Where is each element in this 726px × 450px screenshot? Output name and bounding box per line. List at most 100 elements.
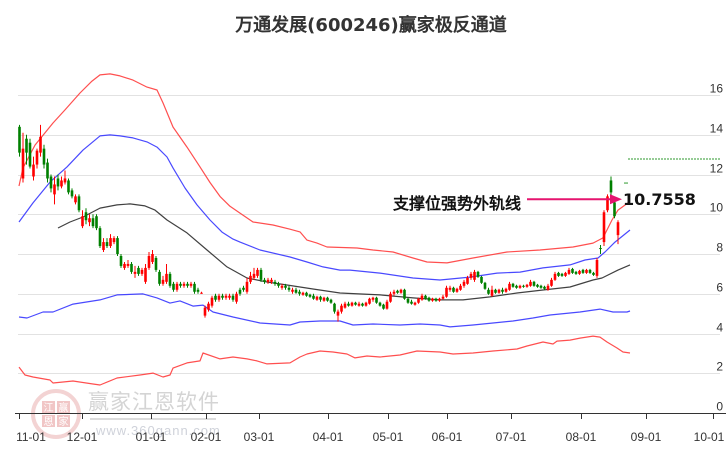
- candle-up: [431, 297, 434, 302]
- candle-body: [462, 281, 466, 286]
- candle-body: [21, 148, 25, 179]
- candle-down: [406, 297, 410, 304]
- y-tick-label: 10: [710, 201, 724, 215]
- candle-up: [53, 176, 56, 205]
- candle-body: [431, 298, 434, 301]
- candle-down: [382, 303, 385, 310]
- candle-body: [186, 283, 189, 286]
- candle-body: [361, 303, 364, 306]
- candle-body: [165, 273, 168, 282]
- candle-down: [539, 284, 543, 289]
- candle-body: [357, 303, 361, 306]
- candle-body: [301, 292, 305, 295]
- candle-body: [154, 257, 158, 270]
- candle-down: [287, 285, 291, 292]
- candle-body: [221, 295, 224, 298]
- candle-down: [452, 286, 455, 293]
- candle-body: [42, 148, 46, 165]
- candle-down: [70, 188, 74, 199]
- candle-down: [95, 214, 98, 231]
- candle-body: [340, 305, 343, 312]
- candle-body: [231, 295, 235, 300]
- candle-down: [319, 295, 322, 302]
- candle-body: [95, 216, 98, 229]
- outer-upper-band-line: [18, 73, 629, 264]
- candle-up: [385, 299, 389, 310]
- x-tick-label: 12-01: [67, 430, 98, 444]
- candle-up: [175, 281, 179, 292]
- candle-body: [70, 190, 74, 197]
- candle-body: [322, 297, 326, 301]
- candle-body: [578, 270, 581, 274]
- candle-body: [599, 248, 602, 250]
- candle-body: [235, 293, 238, 302]
- candle-body: [123, 263, 126, 268]
- candle-down: [263, 277, 266, 284]
- candle-body: [522, 285, 525, 287]
- candle-down: [193, 281, 196, 294]
- candle-body: [81, 216, 84, 227]
- candle-body: [249, 275, 252, 282]
- candle-body: [161, 279, 165, 284]
- candle-body: [256, 269, 259, 276]
- x-tick-label: 01-01: [136, 430, 167, 444]
- candle-body: [403, 289, 406, 299]
- candle-down: [277, 281, 280, 288]
- candle-up: [151, 250, 154, 264]
- watermark-divider: [90, 418, 216, 420]
- candle-body: [574, 271, 578, 274]
- candle-down: [221, 293, 224, 300]
- candle-body: [224, 295, 228, 298]
- candle-up: [553, 271, 557, 281]
- candle-body: [319, 296, 322, 300]
- candle-body: [39, 136, 42, 153]
- candle-down: [501, 287, 504, 294]
- candle-up: [207, 301, 210, 312]
- candle-down: [599, 245, 602, 254]
- candle-down: [172, 281, 175, 292]
- candle-up: [564, 271, 567, 277]
- candle-down: [77, 194, 81, 213]
- candle-body: [280, 285, 284, 288]
- candle-down: [298, 289, 301, 296]
- candle-up: [249, 271, 252, 284]
- candle-body: [529, 281, 532, 286]
- candle-body: [287, 287, 291, 290]
- candle-body: [133, 271, 137, 274]
- candle-down: [571, 267, 574, 274]
- candle-body: [350, 302, 354, 306]
- candle-up: [315, 295, 319, 301]
- candle-down: [168, 271, 172, 288]
- candle-body: [140, 269, 144, 274]
- annotation-value: 10.7558: [623, 190, 696, 209]
- x-tick-label: 10-01: [694, 430, 725, 444]
- y-tick-label: 2: [716, 360, 723, 374]
- outer-lower-band-line: [18, 335, 631, 386]
- candle-body: [448, 287, 452, 290]
- candle-body: [490, 289, 494, 296]
- candle-body: [571, 268, 574, 273]
- candle-body: [413, 302, 417, 305]
- candle-down: [214, 293, 217, 302]
- candle-up: [368, 297, 371, 305]
- candle-body: [445, 287, 448, 297]
- candle-body: [200, 292, 203, 294]
- candle-down: [378, 301, 382, 307]
- candle-up: [144, 263, 147, 284]
- candle-down: [427, 296, 431, 302]
- y-tick-label: 4: [716, 321, 723, 335]
- candle-body: [427, 297, 431, 301]
- candle-down: [581, 268, 585, 274]
- candle-down: [154, 255, 158, 272]
- candle-body: [326, 297, 329, 301]
- candle-body: [112, 238, 116, 243]
- candle-down: [532, 280, 536, 287]
- candle-up: [420, 293, 424, 301]
- candle-down: [238, 287, 242, 296]
- candle-up: [466, 275, 469, 285]
- candle-down: [574, 270, 578, 275]
- candle-body: [168, 273, 172, 286]
- candle-body: [179, 283, 182, 286]
- candle-up: [147, 252, 151, 270]
